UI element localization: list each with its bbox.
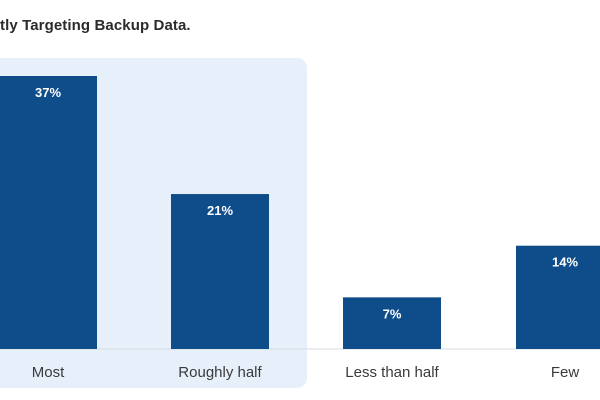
bar-roughly-half	[171, 194, 269, 349]
data-label-most: 37%	[35, 85, 61, 100]
data-label-few: 14%	[552, 255, 578, 270]
bars-group: 37% Most 21% Roughly half 7% Less than half 14…	[0, 76, 600, 381]
bar-few	[516, 245, 600, 349]
category-label-less-than-half: Less than half	[345, 364, 439, 381]
category-label-roughly-half: Roughly half	[178, 364, 262, 381]
category-label-most: Most	[32, 364, 65, 381]
data-label-roughly-half: 21%	[207, 203, 233, 218]
bar-most	[0, 76, 97, 349]
bar-less-than-half	[343, 297, 441, 349]
chart-title: tly Targeting Backup Data.	[0, 17, 191, 34]
category-label-few: Few	[551, 364, 580, 381]
data-label-less-than-half: 7%	[383, 306, 402, 321]
